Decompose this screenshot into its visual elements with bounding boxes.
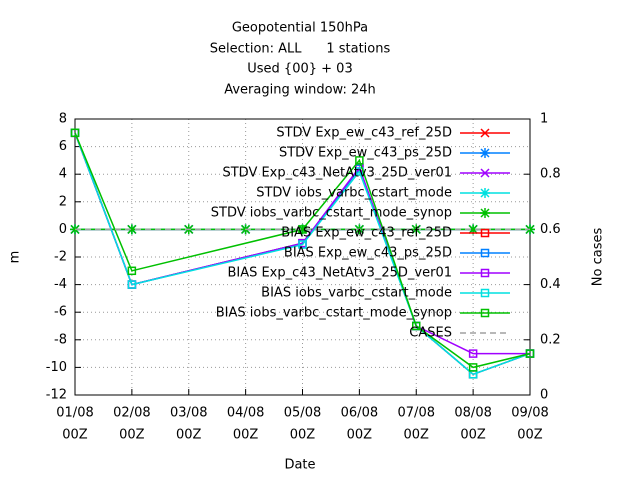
x-tick-label: 08/08 xyxy=(454,406,491,421)
y-tick-label: -2 xyxy=(54,250,67,265)
legend-marker xyxy=(480,308,490,318)
y-tick-label: 4 xyxy=(59,167,67,182)
legend-label: BIAS iobs_varbc_cstart_mode xyxy=(261,286,452,301)
chart-title: Selection: ALL 1 stations xyxy=(210,42,391,57)
x-tick-label: 03/08 xyxy=(170,406,207,421)
y-tick-label: 2 xyxy=(59,194,67,209)
chart-title: Used {00} + 03 xyxy=(247,62,352,77)
x-tick-label: 02/08 xyxy=(113,406,150,421)
y2-axis-label: No cases xyxy=(591,228,606,287)
legend-marker xyxy=(480,208,490,218)
legend-label: STDV Exp_ew_c43_ref_25D xyxy=(276,126,452,141)
x-tick-label: 04/08 xyxy=(227,406,264,421)
y2-tick-label: 0.8 xyxy=(540,167,561,182)
marker xyxy=(298,240,307,249)
marker xyxy=(525,349,535,358)
chart-title: Geopotential 150hPa xyxy=(232,21,368,36)
legend-marker xyxy=(480,148,490,158)
x-tick-sublabel: 00Z xyxy=(460,428,486,443)
y-tick-label: -6 xyxy=(54,305,67,320)
x-tick-sublabel: 00Z xyxy=(119,428,145,443)
y-tick-label: 6 xyxy=(59,139,67,154)
x-tick-label: 05/08 xyxy=(284,406,321,421)
x-tick-sublabel: 00Z xyxy=(290,428,316,443)
legend-marker xyxy=(480,288,490,298)
y-tick-label: 8 xyxy=(59,112,67,127)
series-line xyxy=(74,132,531,376)
marker xyxy=(355,156,364,165)
y-tick-label: -10 xyxy=(46,360,67,375)
marker xyxy=(468,349,478,358)
x-tick-sublabel: 00Z xyxy=(62,428,88,443)
x-tick-label: 07/08 xyxy=(398,406,435,421)
y2-tick-label: 0 xyxy=(540,388,548,403)
y2-tick-label: 1 xyxy=(540,112,548,127)
legend-label: STDV iobs_varbc_cstart_mode xyxy=(256,186,452,201)
legend-marker xyxy=(480,188,490,198)
legend-label: BIAS Exp_ew_c43_ps_25D xyxy=(284,246,452,261)
y-tick-label: -12 xyxy=(46,388,67,403)
x-tick-sublabel: 00Z xyxy=(517,428,543,443)
x-tick-label: 01/08 xyxy=(56,406,93,421)
legend-label: BIAS iobs_varbc_cstart_mode_synop xyxy=(216,306,452,321)
marker xyxy=(70,128,80,138)
legend-label: STDV Exp_c43_NetAtv3_25D_ver01 xyxy=(222,166,452,181)
legend-marker xyxy=(480,128,490,138)
x-tick-sublabel: 00Z xyxy=(347,428,373,443)
marker xyxy=(468,363,478,372)
x-axis-label: Date xyxy=(284,458,315,473)
y-tick-label: -8 xyxy=(54,332,67,347)
y-tick-label: 0 xyxy=(59,222,67,237)
x-tick-label: 09/08 xyxy=(511,406,548,421)
marker xyxy=(468,224,479,235)
x-tick-sublabel: 00Z xyxy=(176,428,202,443)
legend-label: BIAS Exp_c43_NetAtv3_25D_ver01 xyxy=(227,266,452,281)
marker xyxy=(127,280,137,289)
legend-marker xyxy=(480,168,490,178)
marker xyxy=(412,321,421,331)
x-tick-sublabel: 00Z xyxy=(233,428,259,443)
legend-marker xyxy=(480,248,490,258)
y2-tick-label: 0.6 xyxy=(540,222,561,237)
legend-label: STDV Exp_ew_c43_ps_25D xyxy=(279,146,452,161)
legend-label: CASES xyxy=(409,326,452,341)
plot-frame xyxy=(74,118,531,396)
chart-title: Averaging window: 24h xyxy=(224,83,376,98)
legend-marker xyxy=(480,268,490,278)
y2-tick-label: 0.2 xyxy=(540,332,561,347)
y-axis-label: m xyxy=(8,251,23,264)
x-tick-sublabel: 00Z xyxy=(404,428,430,443)
legend-marker xyxy=(480,228,490,238)
y-tick-label: -4 xyxy=(54,277,67,292)
legend-label: STDV iobs_varbc_cstart_mode_synop xyxy=(211,206,452,221)
series-line xyxy=(74,132,531,369)
legend-label: BIAS Exp_ew_c43_ref_25D xyxy=(281,226,452,241)
x-tick-label: 06/08 xyxy=(341,406,378,421)
marker xyxy=(126,224,137,235)
marker xyxy=(127,266,137,276)
y2-tick-label: 0.4 xyxy=(540,277,561,292)
